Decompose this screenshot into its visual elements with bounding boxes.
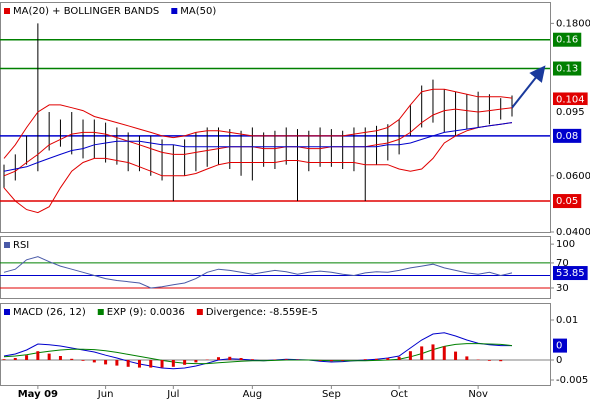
ma-line [3, 107, 513, 177]
divergence-bar [329, 360, 333, 362]
divergence-bar [465, 356, 469, 360]
legend-swatch [4, 242, 10, 248]
divergence-bar [216, 357, 220, 360]
legend-label: MA(50) [180, 6, 216, 17]
divergence-bar [47, 353, 51, 360]
divergence-bar [115, 360, 119, 366]
divergence-bar [2, 359, 6, 360]
value-tag-label: 0 [556, 341, 562, 352]
value-tag-label: 0.095 [556, 107, 585, 118]
x-tick-label: May 09 [18, 389, 58, 400]
divergence-bar [13, 358, 17, 360]
macd-line [3, 332, 512, 370]
y-tick-label: 0.0600 [556, 171, 590, 182]
divergence-bar [386, 358, 390, 360]
value-tag [553, 92, 588, 107]
x-tick-label: Jun [97, 389, 114, 400]
y-tick-label: 100 [556, 239, 575, 250]
value-tag [553, 32, 582, 47]
rsi-line [3, 256, 513, 289]
y-tick-label: 30 [556, 283, 569, 294]
trend-arrow [511, 65, 546, 109]
legend-label: MACD (26, 12) [13, 307, 86, 318]
panel-frame [0, 2, 551, 233]
value-tag-label: 0.05 [556, 196, 578, 207]
divergence-bar [487, 360, 491, 361]
legend-label: EXP (9): 0.0036 [107, 307, 185, 318]
divergence-bar [499, 360, 503, 362]
panel-frame [0, 236, 551, 299]
divergence-bar [25, 355, 29, 360]
divergence-bar [228, 356, 232, 360]
bollinger-lower [3, 122, 513, 214]
divergence-bar [442, 346, 446, 360]
y-tick-label: 0.01 [556, 315, 578, 326]
x-tick-label: Nov [468, 389, 488, 400]
divergence-bar [92, 360, 96, 363]
value-tag [553, 266, 588, 281]
divergence-bar [363, 359, 367, 360]
divergence-bar [239, 358, 243, 360]
divergence-bar [104, 360, 108, 365]
value-tag-label: 0.08 [556, 131, 578, 142]
ma-line [3, 122, 513, 172]
divergence-bar [70, 358, 74, 360]
y-tick-label: 0 [556, 355, 562, 366]
divergence-bar [171, 360, 175, 367]
divergence-bar [454, 351, 458, 360]
divergence-bar [397, 356, 401, 360]
value-tag-label: 53.85 [556, 268, 585, 279]
divergence-bar [194, 360, 198, 363]
divergence-bar [420, 346, 424, 360]
legend-label: RSI [13, 240, 29, 251]
divergence-bar [341, 360, 345, 361]
divergence-bar [183, 360, 187, 365]
macd-line [3, 343, 513, 365]
legend-swatch [171, 8, 178, 14]
legend-label: MA(20) + BOLLINGER BANDS [13, 6, 159, 17]
value-tag [553, 338, 567, 353]
divergence-bar [58, 356, 62, 360]
legend-swatch [4, 8, 10, 14]
panel-frame [0, 303, 551, 386]
y-tick-label: 0.0400 [556, 227, 590, 238]
value-tag-label: 0.104 [556, 94, 585, 105]
divergence-bar [126, 360, 130, 367]
divergence-bar [318, 360, 322, 361]
legend-swatch [4, 309, 10, 315]
value-tag [553, 61, 582, 76]
divergence-bar [36, 351, 40, 360]
value-tag [553, 194, 582, 209]
divergence-bar [81, 360, 85, 361]
y-tick-label: 70 [556, 258, 569, 269]
value-tag [553, 105, 588, 120]
divergence-bar [375, 358, 379, 360]
divergence-bar [431, 344, 435, 360]
bollinger-upper [3, 88, 513, 159]
y-tick-label: 0.1800 [556, 18, 590, 29]
legend-swatch [97, 309, 104, 315]
x-tick-label: Sep [322, 389, 341, 400]
divergence-bar [284, 359, 288, 360]
divergence-bar [250, 359, 254, 360]
x-tick-label: Jul [166, 389, 179, 400]
x-tick-label: Oct [390, 389, 407, 400]
value-tag-label: 0.13 [556, 64, 578, 75]
legend-swatch [196, 309, 203, 315]
value-tag [553, 128, 582, 143]
x-tick-label: Aug [243, 389, 263, 400]
divergence-bar [137, 360, 141, 368]
value-tag-label: 0.16 [556, 35, 578, 46]
divergence-bar [149, 360, 153, 368]
divergence-bar [160, 360, 164, 368]
y-tick-label: -0.005 [556, 375, 588, 386]
legend-label: Divergence: -8.559E-5 [206, 307, 318, 318]
divergence-bar [408, 351, 412, 360]
